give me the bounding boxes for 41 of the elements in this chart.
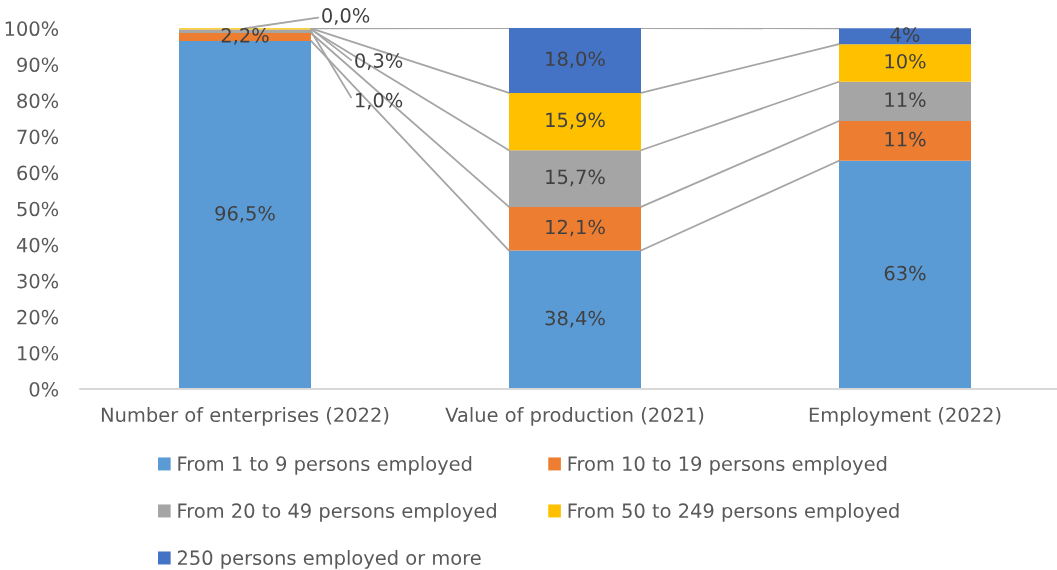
bar bbox=[839, 28, 971, 45]
bar bbox=[839, 121, 971, 161]
legend-label: From 1 to 9 persons employed bbox=[178, 456, 472, 475]
data-label: 10% bbox=[885, 53, 926, 69]
legend-label: From 10 to 19 persons employed bbox=[568, 456, 887, 475]
data-label: 18,0% bbox=[546, 51, 605, 69]
bar bbox=[509, 206, 641, 251]
y-tick-label: 90% bbox=[17, 57, 59, 73]
data-label: 11% bbox=[885, 131, 926, 147]
bar bbox=[509, 28, 641, 93]
data-label: 0,0% bbox=[322, 8, 370, 25]
y-tick-label: 100% bbox=[5, 21, 59, 37]
y-tick-label: 30% bbox=[17, 273, 59, 289]
bar bbox=[839, 160, 971, 389]
data-label: 11% bbox=[885, 92, 926, 108]
y-tick-label: 50% bbox=[17, 201, 59, 217]
data-label: 4% bbox=[890, 27, 920, 42]
bar bbox=[509, 92, 641, 151]
bar bbox=[839, 44, 971, 82]
y-tick-label: 80% bbox=[17, 93, 59, 109]
legend-label: 250 persons employed or more bbox=[177, 550, 481, 569]
legend-label: From 50 to 249 persons employed bbox=[568, 503, 899, 522]
y-tick-label: 0% bbox=[29, 381, 59, 397]
data-label: 15,9% bbox=[546, 112, 605, 130]
legend-label: From 20 to 49 persons employed bbox=[178, 503, 496, 522]
y-tick-label: 20% bbox=[17, 309, 59, 325]
data-label: 0,3% bbox=[355, 53, 403, 70]
x-tick-label: Number of enterprises (2022) bbox=[101, 407, 389, 426]
data-label: 1,0% bbox=[356, 92, 403, 110]
x-tick-label: Employment (2022) bbox=[809, 407, 1001, 426]
y-tick-label: 10% bbox=[18, 345, 59, 361]
data-label: 63% bbox=[884, 265, 926, 281]
y-tick-label: 70% bbox=[17, 129, 59, 145]
y-tick-label: 40% bbox=[16, 237, 59, 253]
data-label: 15,7% bbox=[546, 169, 605, 187]
bar bbox=[509, 250, 641, 389]
y-tick-label: 60% bbox=[17, 165, 59, 181]
data-label: 96,5% bbox=[215, 205, 275, 223]
data-label: 38,4% bbox=[545, 310, 605, 328]
x-tick-label: Value of production (2021) bbox=[445, 407, 704, 426]
data-label: 12,1% bbox=[546, 219, 605, 237]
